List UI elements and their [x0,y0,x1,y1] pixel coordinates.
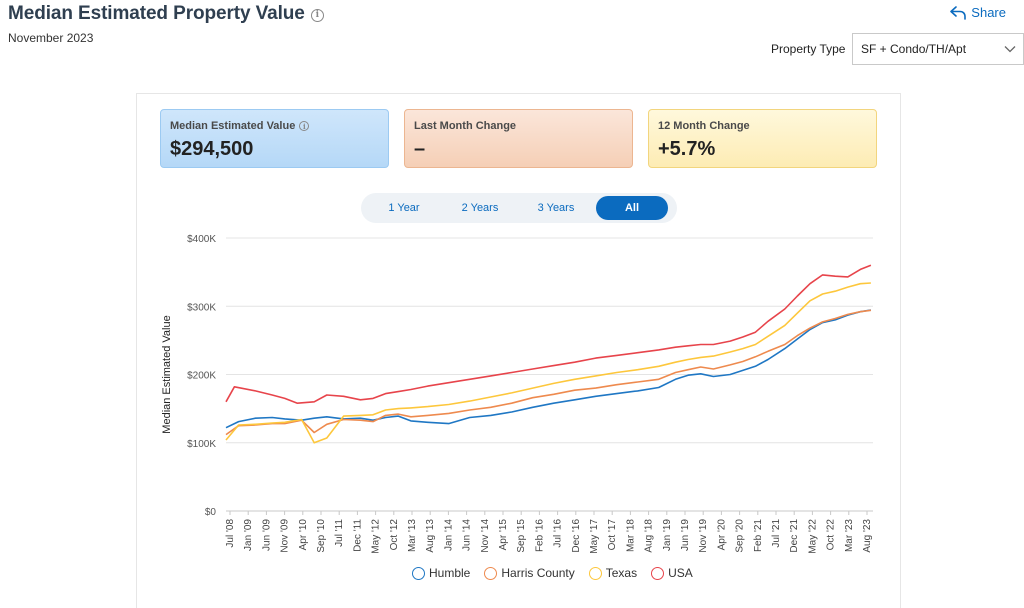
x-tick-label: Feb '21 [753,519,764,552]
legend-swatch [412,566,425,580]
median-value: $294,500 [170,138,254,160]
info-icon[interactable]: i [310,8,324,22]
y-tick-label: $400K [187,234,216,245]
x-tick-label: Oct '12 [389,519,400,551]
x-tick-label: Dec '11 [352,519,363,552]
y-tick-label: $300K [187,302,216,313]
y-axis-label: Median Estimated Value [161,315,173,433]
x-tick-label: Nov '14 [480,519,491,553]
chart-panel: Median Estimated Value i $294,500 Last M… [136,93,901,608]
share-button[interactable]: Share [950,5,1006,20]
x-tick-label: Feb '16 [534,519,545,552]
x-tick-label: Apr '15 [498,519,509,551]
x-tick-label: Jun '19 [680,519,691,551]
x-tick-label: Dec '21 [789,519,800,553]
x-tick-label: Jul '08 [225,519,236,548]
x-tick-label: Aug '23 [862,519,873,553]
info-icon[interactable]: i [299,121,310,131]
legend-swatch [651,566,665,580]
chevron-down-icon [1004,46,1016,53]
x-tick-label: Jan '14 [443,519,454,551]
median-value-label: Median Estimated Value [170,120,296,132]
y-tick-label: $0 [205,507,217,518]
legend-swatch [588,566,602,580]
x-tick-label: Mar '23 [844,519,855,552]
last-month-change-value: – [414,138,426,160]
x-tick-label: Jul '21 [771,519,782,548]
x-tick-label: Jul '16 [553,519,564,548]
property-type-value: SF + Condo/TH/Apt [861,42,967,56]
range-1-year-button[interactable]: 1 Year [388,202,420,214]
share-label: Share [971,5,1006,20]
x-tick-label: Jul '11 [334,519,345,547]
legend-item-humble[interactable]: Humble [412,566,470,580]
x-tick-label: Sep '20 [735,519,746,553]
range-3-years-button[interactable]: 3 Years [537,202,575,214]
range-2-years-button[interactable]: 2 Years [461,202,499,214]
last-month-change-card: Last Month Change – [404,109,633,168]
chart-legend: Humble Harris County Texas USA [412,566,693,580]
x-tick-label: Jan '09 [243,519,254,551]
legend-label: USA [668,566,693,580]
time-range-selector: 1 Year 2 Years 3 Years All [361,193,677,223]
twelve-month-change-label: 12 Month Change [658,120,750,132]
x-tick-label: Sep '10 [316,519,327,553]
median-value-label-row: Median Estimated Value i [170,120,379,132]
legend-label: Harris County [501,566,575,580]
x-tick-label: May '22 [807,519,818,554]
x-tick-label: May '17 [589,519,600,554]
legend-label: Texas [605,566,638,580]
legend-label: Humble [429,566,471,580]
x-tick-label: Apr '10 [298,519,309,551]
x-tick-label: Mar '18 [625,519,636,552]
legend-item-usa[interactable]: USA [651,566,693,580]
report-date: November 2023 [8,31,94,45]
x-tick-label: Jun '09 [261,519,272,551]
x-tick-label: Dec '16 [571,519,582,553]
x-tick-label: Sep '15 [516,519,527,553]
x-tick-label: May '12 [371,519,382,554]
range-all-button[interactable]: All [596,196,668,220]
series-line-harris-county [225,309,872,436]
x-tick-label: Oct '22 [826,519,837,551]
series-line-humble [225,309,872,429]
y-tick-label: $200K [187,371,216,382]
series-line-texas [225,282,871,444]
x-tick-label: Jun '14 [462,519,473,551]
y-tick-label: $100K [187,439,216,450]
share-icon [950,5,967,20]
legend-item-harris-county[interactable]: Harris County [484,566,575,580]
series-line-usa [225,264,872,404]
legend-item-texas[interactable]: Texas [588,566,638,580]
legend-swatch [484,566,498,580]
last-month-change-label: Last Month Change [414,120,517,132]
median-value-card: Median Estimated Value i $294,500 [160,109,389,168]
x-tick-label: Aug '18 [644,519,655,553]
twelve-month-change-value: +5.7% [658,138,716,160]
x-tick-label: Jan '19 [662,519,673,551]
x-tick-label: Oct '17 [607,519,618,551]
x-tick-label: Mar '13 [407,519,418,552]
twelve-month-change-card: 12 Month Change +5.7% [648,109,877,168]
x-tick-label: Aug '13 [425,519,436,553]
property-type-label: Property Type [771,42,846,56]
x-tick-label: Apr '20 [716,519,727,551]
x-tick-label: Nov '09 [280,519,291,553]
page-title: Median Estimated Property Value i [8,3,324,25]
page-title-text: Median Estimated Property Value [8,3,305,24]
x-tick-label: Nov '19 [698,519,709,553]
